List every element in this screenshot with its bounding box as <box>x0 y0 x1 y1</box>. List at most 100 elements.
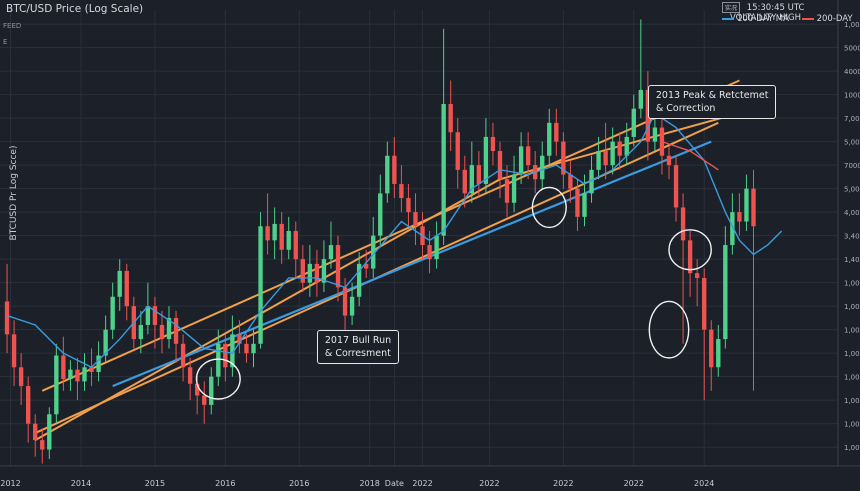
candle-41 <box>293 221 298 278</box>
candle-body-104 <box>737 212 742 222</box>
candle-2 <box>18 353 24 405</box>
candle-body-72 <box>511 174 517 203</box>
candle-7 <box>54 343 59 424</box>
candle-89 <box>631 94 636 147</box>
x-tick-label-3: 2016 <box>215 479 235 488</box>
candle-body-24 <box>173 317 179 344</box>
candle-21 <box>152 296 158 349</box>
x-tick-label-0: 2012 <box>0 479 20 488</box>
y-tick-label-16: 1,000 <box>844 397 860 405</box>
candle-body-60 <box>427 245 432 260</box>
x-tick-label-6: Date <box>385 479 404 488</box>
candle-24 <box>173 310 179 363</box>
candle-97 <box>687 230 693 297</box>
candle-84 <box>596 136 601 180</box>
candle-body-49 <box>349 296 355 316</box>
candle-11 <box>82 353 87 391</box>
candle-body-40 <box>286 230 291 250</box>
y-tick-label-6: 7000 <box>844 162 860 170</box>
candle-body-26 <box>187 367 193 384</box>
candle-body-45 <box>321 259 327 283</box>
candle-body-97 <box>687 240 693 274</box>
y-axis-label: BTCUSD Pr Log Scce) <box>9 145 19 241</box>
y-tick-label-12: 1,000 <box>844 303 860 311</box>
candle-body-27 <box>194 383 200 396</box>
chart-title: BTC/USD Price (Log Scale) <box>6 3 144 15</box>
candle-body-11 <box>82 367 87 382</box>
candle-body-35 <box>251 343 256 354</box>
candle-body-103 <box>730 212 735 246</box>
candle-body-13 <box>96 355 101 372</box>
candle-body-55 <box>392 155 397 184</box>
candle-body-14 <box>103 329 108 356</box>
candle-body-83 <box>589 169 594 194</box>
candle-44 <box>314 249 320 297</box>
candle-body-19 <box>138 324 144 340</box>
candle-69 <box>490 122 496 166</box>
candle-body-9 <box>68 369 73 380</box>
candle-17 <box>124 263 129 321</box>
candle-14 <box>103 315 108 363</box>
candle-19 <box>138 310 144 354</box>
candle-47 <box>335 235 341 302</box>
candle-body-33 <box>237 334 242 344</box>
candle-body-100 <box>709 329 714 368</box>
candle-body-98 <box>694 273 700 278</box>
candle-body-94 <box>666 155 672 166</box>
candle-body-88 <box>624 136 629 156</box>
candle-103 <box>730 193 735 255</box>
candle-5 <box>40 428 45 464</box>
long-trend-line <box>112 140 712 388</box>
candle-34 <box>244 334 249 363</box>
candle-body-89 <box>631 108 636 137</box>
candle-10 <box>75 357 80 401</box>
candle-body-22 <box>159 324 165 340</box>
candle-body-101 <box>716 339 721 368</box>
y-tick-label-5: 5,000 <box>844 139 860 147</box>
highlight-circle-1 <box>531 186 567 229</box>
candle-61 <box>434 221 439 269</box>
y-tick-label-18: 1,000 <box>844 444 860 452</box>
legend-item-ma100[interactable]: 100-DAY MA <box>722 14 792 24</box>
y-tick-label-7: 5,000 <box>844 186 860 194</box>
annotation-2017-bull-run: 2017 Bull Run & Corresment <box>316 329 400 364</box>
legend-item-ma200[interactable]: 200-DAY <box>801 14 853 24</box>
candle-body-46 <box>328 245 334 260</box>
candle-body-63 <box>448 104 453 133</box>
legend-label-ma200: 200-DAY <box>816 14 853 24</box>
candle-57 <box>406 183 411 227</box>
x-tick-label-5: 2018 <box>360 479 380 488</box>
y-axis-ticks: 1,0000 5000 4000 1000 7,000 5,000 7000 5,000 4,0… <box>844 21 860 452</box>
candle-body-85 <box>603 151 608 166</box>
candle-body-53 <box>378 193 383 236</box>
chart-legend: 100-DAY MA 200-DAY <box>722 14 860 24</box>
candle-31 <box>223 334 228 382</box>
candle-body-7 <box>54 355 59 415</box>
candle-body-102 <box>723 245 728 340</box>
candle-body-96 <box>680 207 686 241</box>
candle-63 <box>448 80 453 152</box>
candle-78 <box>554 108 559 156</box>
highlight-circle-3 <box>668 229 712 271</box>
candle-54 <box>385 141 390 203</box>
candle-71 <box>504 165 510 217</box>
candle-body-34 <box>244 343 249 354</box>
candle-body-62 <box>441 104 446 236</box>
candle-56 <box>399 165 404 213</box>
candle-body-29 <box>209 376 214 405</box>
candle-35 <box>251 329 256 368</box>
y-tick-label-14: 1,000 <box>844 350 860 358</box>
candle-body-95 <box>673 165 679 208</box>
y-tick-label-3: 1000 <box>844 92 860 100</box>
candle-50 <box>356 252 362 307</box>
x-tick-label-11: 2024 <box>694 479 714 488</box>
x-tick-label-10: 2022 <box>624 479 644 488</box>
candle-body-64 <box>455 132 460 170</box>
candle-layer <box>4 19 756 464</box>
candle-68 <box>483 118 489 194</box>
y-tick-label-13: 1,000 <box>844 327 860 335</box>
candle-98 <box>694 259 700 307</box>
candle-74 <box>525 132 531 180</box>
candle-body-77 <box>547 122 552 156</box>
candle-body-2 <box>18 367 24 387</box>
